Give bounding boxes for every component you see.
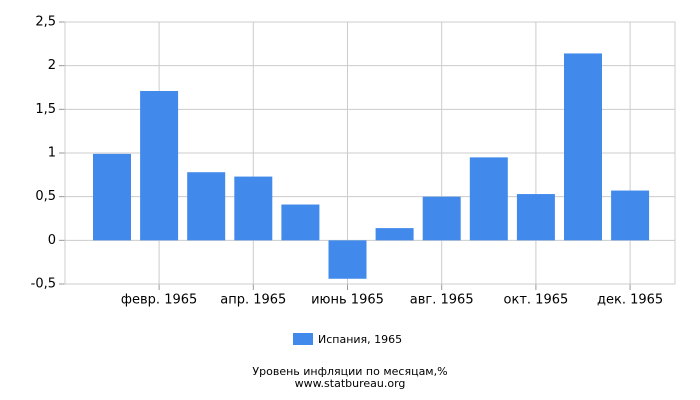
y-tick-label: 1,5 (35, 102, 56, 117)
plot-border (64, 21, 676, 285)
legend-swatch (293, 333, 313, 345)
x-tick-label: авг. 1965 (410, 293, 474, 308)
x-tick-label: июнь 1965 (311, 293, 384, 308)
bar (516, 194, 555, 241)
x-tick-label: окт. 1965 (504, 293, 569, 308)
y-tick-label: 0 (48, 233, 56, 248)
y-tick-label: 2 (48, 58, 56, 73)
bar (328, 240, 367, 279)
y-tick-label: 0,5 (35, 189, 56, 204)
bar (422, 196, 461, 241)
bar (234, 176, 273, 241)
y-tick-label: -0,5 (31, 277, 56, 292)
x-tick-label: апр. 1965 (220, 293, 286, 308)
source: www.statbureau.org (295, 377, 406, 390)
y-tick-label: 1 (48, 146, 56, 161)
legend-label: Испания, 1965 (318, 333, 402, 346)
bar (281, 204, 320, 241)
bar (375, 228, 414, 241)
x-tick-label: дек. 1965 (597, 293, 663, 308)
bar (140, 90, 179, 241)
y-tick-label: 2,5 (35, 15, 56, 30)
bar (93, 153, 131, 241)
chart-title: Уровень инфляции по месяцам,% (252, 365, 447, 378)
bar (611, 190, 650, 241)
bar (564, 53, 602, 241)
bar (469, 157, 508, 241)
bar (187, 172, 226, 241)
x-tick-label: февр. 1965 (121, 293, 197, 308)
